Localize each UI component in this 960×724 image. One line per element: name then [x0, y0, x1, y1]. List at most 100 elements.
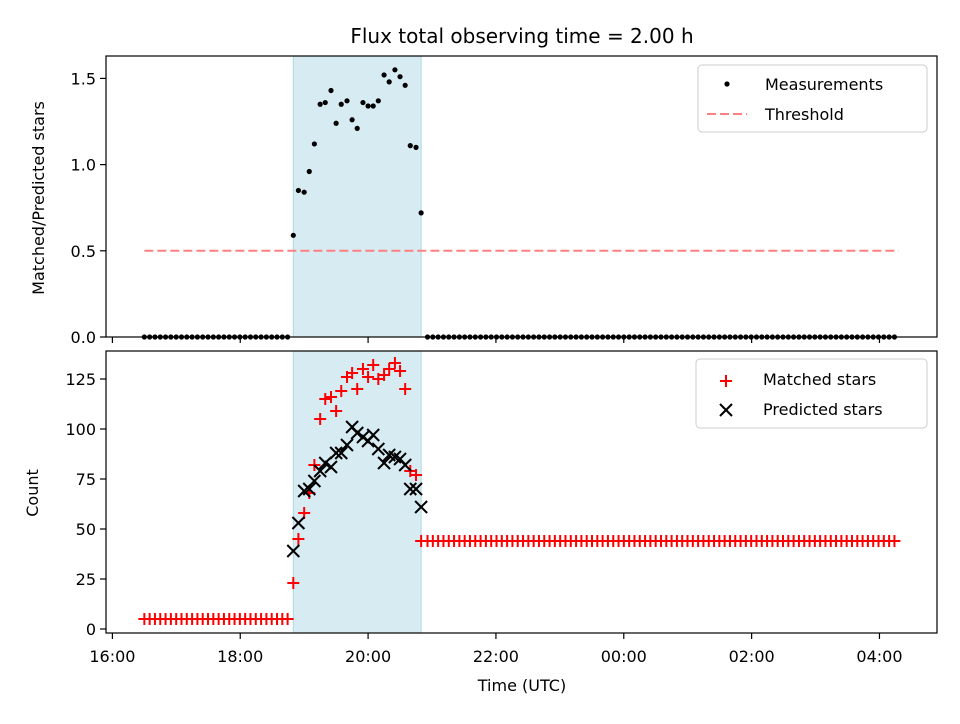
bottom-y-tick-label: 50	[76, 520, 96, 539]
top-axes-frame	[105, 55, 938, 338]
matched-star-point	[367, 359, 380, 371]
measurement-point	[295, 187, 302, 194]
measurement-point	[290, 232, 296, 238]
bottom-y-tick-label: 75	[76, 470, 96, 489]
x-tick-label: 04:00	[856, 647, 902, 666]
matched-star-point	[346, 367, 359, 379]
measurement-point	[418, 210, 424, 216]
measurement-point	[413, 144, 419, 150]
predicted-star-point	[403, 482, 417, 496]
matched-star-point	[356, 363, 369, 375]
legend-predicted-label: Predicted stars	[763, 400, 883, 419]
legend-matched-marker	[720, 375, 732, 387]
matched-star-point	[394, 365, 407, 377]
top-panel: 0.0 0.5 1.0 1.5	[71, 55, 938, 347]
matched-star-point	[415, 535, 428, 547]
measurement-point	[317, 101, 323, 107]
chart-title: Flux total observing time = 2.00 h	[350, 24, 693, 48]
matched-star-point	[378, 369, 391, 381]
matched-star-point	[388, 357, 401, 369]
measurement-point	[360, 99, 366, 106]
predicted-star-point	[366, 428, 380, 442]
x-tick-label: 16:00	[89, 647, 135, 666]
matched-star-point	[325, 391, 338, 403]
predicted-star-point	[329, 446, 343, 460]
top-y-tick-label: 1.5	[71, 69, 96, 88]
measurement-point	[322, 99, 328, 106]
matched-star-point	[330, 405, 343, 417]
x-tick-label: 02:00	[729, 647, 775, 666]
predicted-star-point	[340, 438, 354, 452]
bottom-y-tick-label: 0	[86, 620, 96, 639]
matched-star-point	[319, 393, 332, 405]
measurement-point	[306, 168, 312, 175]
top-legend: Measurements Threshold	[697, 64, 928, 133]
bottom-axes-frame	[105, 350, 938, 634]
top-y-tick-label: 0.0	[71, 328, 96, 347]
measurement-point	[333, 120, 339, 126]
predicted-star-point	[291, 516, 306, 530]
top-y-tick-label: 0.5	[71, 242, 96, 261]
bottom-legend: Matched stars Predicted stars	[695, 358, 928, 429]
predicted-star-point	[307, 474, 322, 488]
predicted-star-point	[318, 456, 332, 470]
bottom-y-tick-label: 125	[65, 370, 96, 389]
measurement-point	[407, 143, 413, 149]
predicted-star-point	[334, 446, 348, 460]
measurement-point	[311, 141, 317, 147]
top-legend-box	[697, 64, 928, 133]
bottom-panel: 0 25 50 75 100 125 16:00 18:00 20:00 22:00 00:00 02…	[65, 350, 938, 666]
measurement-point	[354, 125, 360, 132]
matched-star-point	[351, 383, 364, 395]
matched-star-point	[314, 413, 327, 425]
predicted-star-point	[324, 460, 338, 474]
predicted-star-point	[377, 456, 391, 470]
measurement-point	[365, 103, 371, 109]
predicted-star-point	[409, 482, 423, 496]
bottom-y-tick-label: 25	[76, 570, 96, 589]
measurement-point	[386, 79, 392, 85]
top-y-tick-label: 1.0	[71, 156, 96, 175]
measurement-point	[338, 101, 344, 107]
matched-star-point	[335, 385, 348, 397]
predicted-star-point	[398, 458, 412, 472]
predicted-star-point	[371, 442, 386, 456]
x-tick-label: 20:00	[345, 647, 391, 666]
measurement-point	[392, 67, 398, 73]
matched-star-point	[292, 533, 305, 545]
matched-star-point	[362, 371, 375, 383]
measurement-point	[349, 117, 355, 123]
predicted-star-point	[286, 544, 301, 558]
x-axis-label: Time (UTC)	[477, 676, 566, 695]
measurement-point	[344, 98, 350, 104]
measurement-point	[328, 87, 334, 94]
legend-matched-label: Matched stars	[763, 370, 876, 389]
legend-predicted-marker	[719, 403, 733, 417]
x-tick-label: 18:00	[217, 647, 263, 666]
x-tick-label: 22:00	[473, 647, 519, 666]
matched-star-point	[287, 577, 300, 589]
bottom-y-axis-label: Count	[23, 469, 42, 517]
measurement-point	[375, 98, 381, 104]
top-shaded-region	[292, 55, 422, 338]
measurement-point	[370, 103, 376, 109]
bottom-y-tick-label: 100	[65, 420, 96, 439]
measurement-point	[397, 74, 403, 80]
top-y-axis-label: Matched/Predicted stars	[29, 101, 48, 295]
measurement-point	[402, 82, 408, 88]
legend-threshold-label: Threshold	[764, 105, 844, 124]
predicted-star-point	[313, 464, 327, 478]
matched-star-point	[888, 535, 901, 547]
matched-star-point	[399, 383, 412, 395]
measurement-point	[381, 72, 387, 78]
predicted-star-point	[350, 426, 364, 440]
measurement-point	[301, 189, 307, 195]
matched-star-point	[383, 363, 396, 375]
matched-star-point	[410, 469, 423, 481]
bottom-legend-box	[695, 358, 928, 429]
matched-star-point	[281, 613, 294, 625]
x-tick-label: 00:00	[601, 647, 647, 666]
legend-measurements-marker	[724, 81, 730, 87]
